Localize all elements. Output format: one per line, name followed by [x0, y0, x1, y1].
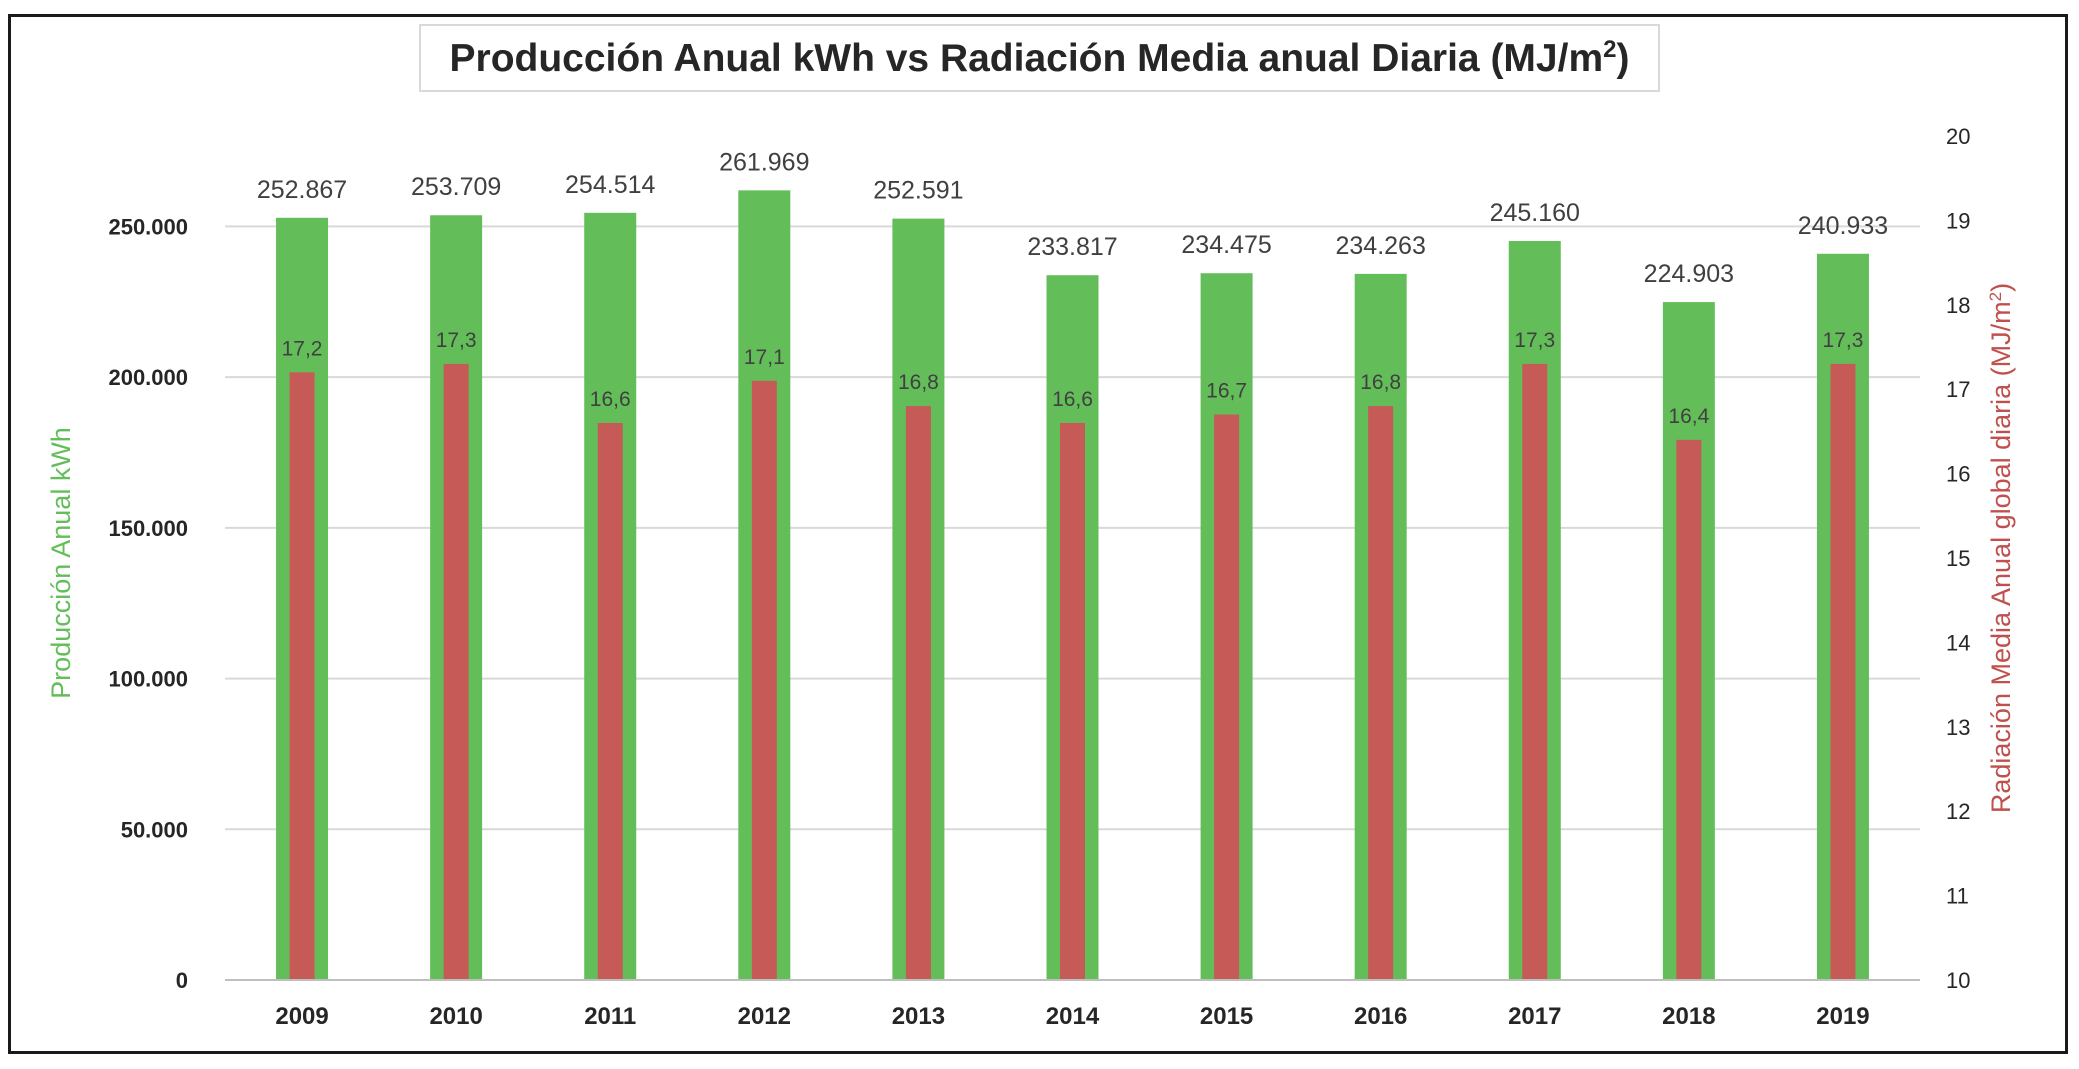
y-left-axis-title: Producción Anual kWh [46, 427, 76, 699]
y-left-tick-label: 150.000 [108, 516, 188, 541]
y-right-tick-label: 18 [1946, 293, 1970, 318]
data-label-radiation: 16,6 [1052, 388, 1093, 411]
y-right-tick-label: 14 [1946, 630, 1970, 655]
y-left-tick-label: 100.000 [108, 667, 188, 692]
chart-title-end: ) [1616, 36, 1630, 80]
y-right-tick-label: 11 [1946, 884, 1969, 909]
x-tick-label: 2010 [429, 1003, 482, 1030]
data-label-production: 233.817 [1027, 233, 1117, 261]
x-tick-label: 2017 [1508, 1003, 1561, 1030]
data-label-radiation: 17,3 [1823, 329, 1864, 352]
x-tick-label: 2016 [1354, 1003, 1407, 1030]
x-tick-label: 2013 [892, 1003, 945, 1030]
y-left-tick-label: 50.000 [121, 817, 188, 842]
data-label-radiation: 17,1 [744, 346, 785, 369]
x-tick-label: 2015 [1200, 1003, 1253, 1030]
data-label-radiation: 16,7 [1206, 380, 1247, 403]
bar-radiation [1060, 422, 1085, 981]
y-right-tick-label: 17 [1946, 377, 1970, 402]
chart-title-main: Producción Anual kWh vs Radiación Media … [449, 36, 1604, 80]
data-label-production: 245.160 [1490, 199, 1580, 227]
bar-radiation [1368, 406, 1394, 981]
bar-radiation [443, 363, 469, 980]
y-right-tick-label: 10 [1946, 968, 1970, 993]
y-right-axis-title-superscript: 2 [1986, 292, 2005, 301]
data-label-radiation: 17,3 [436, 329, 477, 352]
y-right-tick-label: 13 [1946, 715, 1970, 740]
data-label-radiation: 16,6 [590, 388, 631, 411]
data-label-production: 254.514 [565, 171, 655, 199]
bar-radiation [1676, 439, 1702, 981]
bar-radiation [1830, 363, 1856, 980]
y-right-axis-title: Radiación Media Anual global diaria (MJ/… [1986, 283, 2017, 813]
bar-radiation [905, 406, 931, 981]
y-right-axis-title-end: ) [1986, 283, 2016, 292]
y-right-tick-label: 19 [1946, 208, 1970, 233]
x-tick-label: 2009 [275, 1003, 328, 1030]
chart-frame [8, 14, 2068, 1054]
data-label-radiation: 17,3 [1514, 329, 1555, 352]
bar-radiation [751, 380, 777, 980]
data-label-radiation: 16,8 [1360, 371, 1401, 394]
data-label-production: 234.263 [1335, 232, 1425, 260]
data-label-production: 261.969 [719, 148, 809, 176]
x-tick-label: 2014 [1046, 1003, 1100, 1030]
y-right-axis-title-main: Radiación Media Anual global diaria (MJ/… [1986, 301, 2016, 813]
bar-radiation [289, 372, 315, 980]
data-label-radiation: 17,2 [282, 337, 323, 360]
data-label-radiation: 16,8 [898, 371, 939, 394]
chart-title-superscript: 2 [1603, 35, 1617, 63]
bars [276, 190, 1869, 981]
y-left-tick-label: 0 [176, 968, 188, 993]
data-label-production: 240.933 [1798, 212, 1888, 240]
y-right-tick-label: 12 [1946, 799, 1970, 824]
x-tick-label: 2012 [738, 1003, 791, 1030]
data-label-production: 252.867 [257, 176, 347, 204]
data-labels: 252.867 17,2 253.709 17,3 254.514 16,6 261.969… [257, 148, 1888, 427]
chart-title-box: Producción Anual kWh vs Radiación Media … [419, 24, 1660, 92]
x-tick-label: 2019 [1816, 1003, 1869, 1030]
data-label-production: 234.475 [1181, 231, 1271, 259]
bar-radiation [597, 422, 623, 981]
data-label-production: 253.709 [411, 173, 501, 201]
y-left-tick-label: 250.000 [108, 214, 188, 239]
data-label-production: 224.903 [1644, 260, 1734, 288]
y-right-tick-label: 16 [1946, 462, 1970, 487]
chart-title: Producción Anual kWh vs Radiación Media … [450, 36, 1630, 81]
x-tick-label: 2011 [584, 1003, 636, 1030]
data-label-production: 252.591 [873, 177, 963, 205]
data-label-radiation: 16,4 [1668, 405, 1709, 428]
x-tick-label: 2018 [1662, 1003, 1715, 1030]
y-right-tick-label: 15 [1946, 546, 1970, 571]
bar-radiation [1214, 414, 1240, 980]
axes: 0 50.000 100.000 150.000 200.000 250.000 10 11 1… [46, 124, 2016, 1030]
y-left-tick-label: 200.000 [108, 365, 188, 390]
y-right-tick-label: 20 [1946, 124, 1970, 149]
bar-radiation [1522, 363, 1548, 980]
